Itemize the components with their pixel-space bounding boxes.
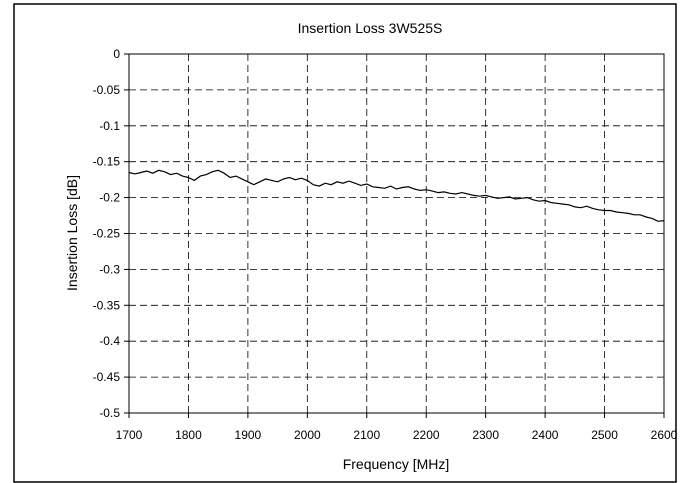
x-tick-label: 2500 — [591, 428, 618, 442]
y-tick-label: -0.35 — [93, 298, 121, 312]
x-tick-label: 2200 — [413, 428, 440, 442]
x-axis-ticks: 1700 1800 1900 2000 2100 2200 2300 2400 2500 2600 — [116, 413, 678, 442]
grid-lines — [129, 54, 664, 413]
chart-frame — [13, 3, 677, 483]
x-axis-label: Frequency [MHz] — [343, 456, 450, 472]
y-tick-label: -0.2 — [99, 191, 120, 205]
y-tick-label: -0.1 — [99, 119, 120, 133]
x-tick-label: 1900 — [235, 428, 262, 442]
x-tick-label: 2300 — [472, 428, 499, 442]
y-tick-label: 0 — [113, 47, 120, 61]
x-tick-label: 2600 — [651, 428, 678, 442]
y-tick-label: -0.4 — [99, 334, 120, 348]
y-tick-label: -0.5 — [99, 406, 120, 420]
x-tick-label: 2400 — [532, 428, 559, 442]
y-tick-label: -0.3 — [99, 262, 120, 276]
y-axis-ticks: 0 -0.05 -0.1 -0.15 -0.2 -0.25 -0.3 -0.35 -0.4 -0.… — [93, 47, 129, 420]
x-tick-label: 1800 — [175, 428, 202, 442]
insertion-loss-series-line — [128, 169, 665, 222]
x-tick-label: 2000 — [294, 428, 321, 442]
y-tick-label: -0.15 — [93, 155, 121, 169]
y-tick-label: -0.05 — [93, 83, 121, 97]
y-tick-label: -0.25 — [93, 227, 121, 241]
x-tick-label: 2100 — [353, 428, 380, 442]
chart-title: Insertion Loss 3W525S — [298, 20, 443, 36]
y-tick-label: -0.45 — [93, 370, 121, 384]
x-tick-label: 1700 — [116, 428, 143, 442]
y-axis-label: Insertion Loss [dB] — [64, 175, 80, 291]
